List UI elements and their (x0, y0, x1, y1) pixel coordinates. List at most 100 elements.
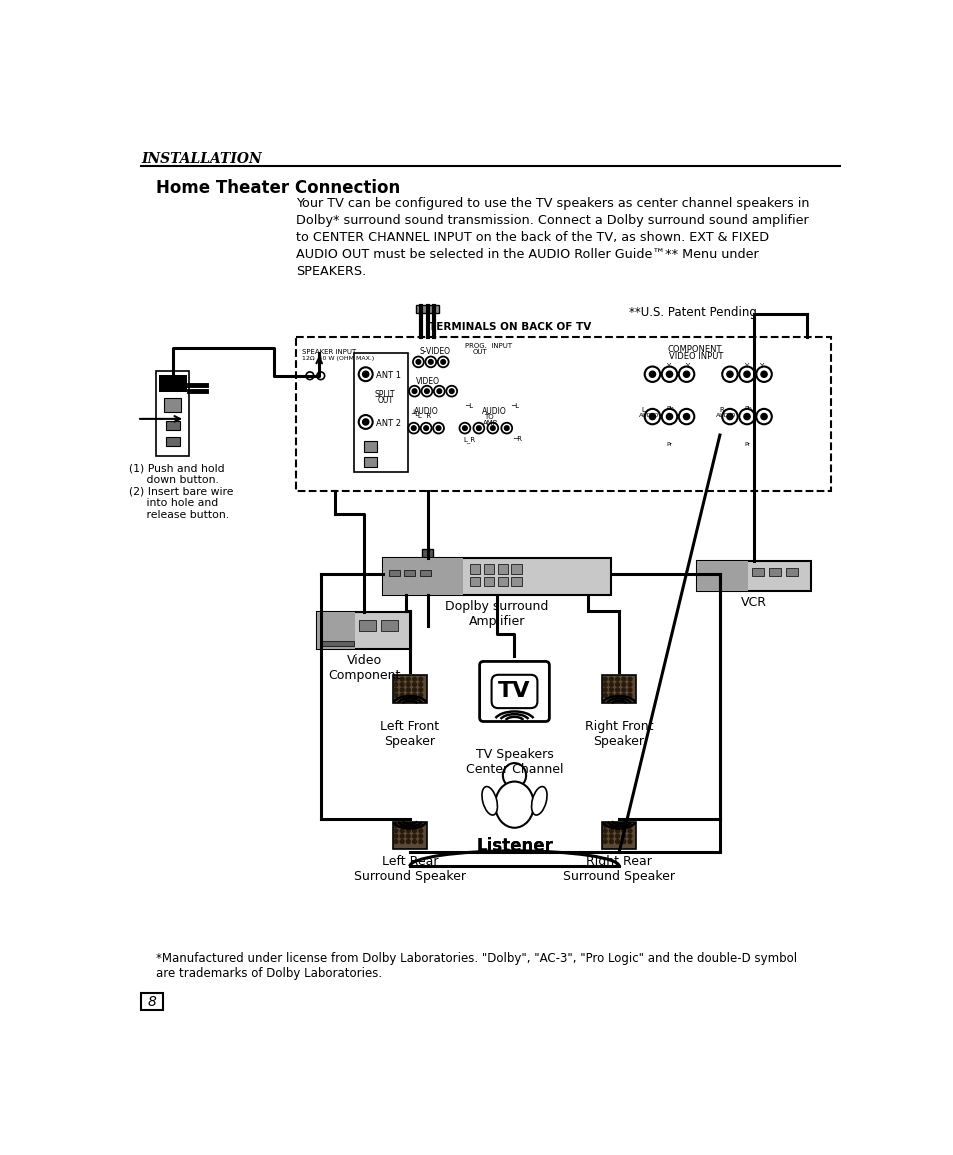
Text: *Manufactured under license from Dolby Laboratories. "Dolby", "AC-3", "Pro Logic: *Manufactured under license from Dolby L… (156, 953, 797, 981)
Circle shape (726, 371, 732, 378)
Text: Pr: Pr (743, 442, 749, 447)
Circle shape (627, 683, 631, 686)
Bar (751, 568, 763, 576)
Text: Y: Y (684, 364, 688, 370)
Circle shape (394, 683, 397, 686)
Circle shape (406, 693, 410, 698)
Circle shape (602, 693, 606, 698)
Circle shape (423, 426, 428, 431)
Circle shape (760, 371, 766, 378)
Circle shape (412, 829, 416, 833)
Circle shape (682, 413, 689, 419)
Circle shape (418, 688, 422, 692)
Circle shape (760, 413, 766, 419)
Circle shape (412, 389, 416, 394)
Bar (785, 568, 798, 576)
Circle shape (666, 371, 672, 378)
Circle shape (412, 677, 416, 681)
Text: ─R: ─R (513, 435, 521, 442)
Circle shape (462, 426, 467, 431)
Circle shape (627, 824, 631, 827)
Bar (316, 612, 355, 649)
Bar (380, 620, 397, 631)
Circle shape (621, 677, 625, 681)
Circle shape (436, 426, 440, 431)
Circle shape (406, 834, 410, 839)
Circle shape (726, 413, 732, 419)
Text: L: L (641, 407, 645, 412)
Circle shape (394, 693, 397, 698)
Circle shape (615, 693, 618, 698)
Circle shape (399, 834, 404, 839)
Text: Your TV can be configured to use the TV speakers as center channel speakers in
D: Your TV can be configured to use the TV … (295, 198, 808, 278)
Text: INSTALLATION: INSTALLATION (141, 152, 261, 166)
Bar (164, 398, 181, 412)
Bar (316, 612, 411, 649)
Circle shape (412, 840, 416, 843)
Bar (166, 422, 179, 431)
Circle shape (394, 824, 397, 827)
Circle shape (615, 677, 618, 681)
Circle shape (399, 683, 404, 686)
Text: ─L: ─L (511, 403, 519, 410)
Text: Right Front
Speaker: Right Front Speaker (584, 720, 653, 748)
Bar (359, 620, 376, 631)
Circle shape (399, 693, 404, 698)
Text: AUDIO: AUDIO (638, 412, 659, 418)
Circle shape (609, 688, 613, 692)
Circle shape (666, 413, 672, 419)
Circle shape (609, 829, 613, 833)
Text: ANT 2: ANT 2 (375, 419, 400, 427)
Circle shape (399, 840, 404, 843)
Circle shape (406, 677, 410, 681)
Circle shape (621, 829, 625, 833)
Circle shape (615, 829, 618, 833)
Circle shape (362, 419, 369, 425)
Text: SPLIT: SPLIT (375, 389, 395, 398)
Bar (696, 560, 810, 591)
Circle shape (602, 829, 606, 833)
Bar (393, 821, 427, 849)
Ellipse shape (495, 782, 534, 828)
Text: Listener: Listener (476, 837, 553, 855)
Circle shape (394, 688, 397, 692)
FancyBboxPatch shape (479, 662, 549, 722)
Circle shape (490, 426, 495, 431)
Circle shape (621, 824, 625, 827)
Bar (696, 560, 747, 591)
Circle shape (627, 688, 631, 692)
Text: Video
Component: Video Component (328, 654, 400, 681)
Text: AUDIO: AUDIO (716, 412, 736, 418)
Circle shape (621, 688, 625, 692)
Circle shape (602, 840, 606, 843)
Circle shape (406, 840, 410, 843)
Bar (469, 576, 480, 586)
Circle shape (411, 426, 416, 431)
Circle shape (399, 688, 404, 692)
Circle shape (399, 677, 404, 681)
Circle shape (412, 683, 416, 686)
Circle shape (602, 683, 606, 686)
Text: TERMINALS ON BACK OF TV: TERMINALS ON BACK OF TV (429, 322, 591, 331)
Circle shape (627, 677, 631, 681)
Circle shape (418, 840, 422, 843)
Circle shape (416, 359, 420, 364)
Circle shape (418, 824, 422, 827)
Text: OUT: OUT (472, 349, 487, 355)
Bar (364, 456, 376, 468)
Bar (483, 565, 494, 574)
Bar (382, 558, 611, 595)
Text: TV Speakers
Center Channel: TV Speakers Center Channel (465, 748, 562, 776)
Text: Pb: Pb (666, 405, 674, 411)
Bar (382, 558, 462, 595)
Text: Doplby surround
Amplifier: Doplby surround Amplifier (444, 599, 548, 628)
Text: COMPONENT: COMPONENT (667, 345, 721, 353)
Text: SPEAKER INPUT: SPEAKER INPUT (302, 349, 356, 355)
Circle shape (609, 824, 613, 827)
Text: R: R (719, 407, 723, 412)
Text: AUDIO: AUDIO (414, 407, 438, 416)
Text: VIDEO: VIDEO (416, 378, 439, 386)
Text: VIDEO INPUT: VIDEO INPUT (669, 352, 723, 360)
Circle shape (615, 840, 618, 843)
Text: ANT 1: ANT 1 (375, 371, 400, 380)
